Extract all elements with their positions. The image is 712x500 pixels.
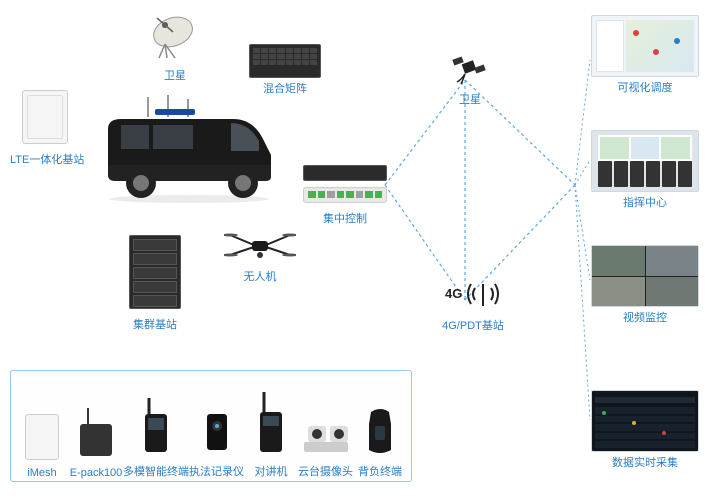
node-sat-link: 卫星 (445, 50, 495, 107)
label-command: 指挥中心 (590, 194, 700, 210)
label-cluster: 集群基站 (120, 316, 190, 332)
node-drone: 无人机 (220, 225, 300, 284)
device-backpack: 背负终端 (353, 406, 407, 479)
node-control: 集中控制 (300, 165, 390, 226)
label-satellite: 卫星 (140, 67, 210, 83)
panel-dispatch: 可视化调度 (590, 15, 700, 95)
device-bodycam: 执法记录仪 (189, 406, 244, 479)
label-lte: LTE一体化基站 (10, 151, 80, 167)
panel-video: 视频监控 (590, 245, 700, 325)
device-epack: E-pack100 (69, 406, 123, 479)
device-walkie: 对讲机 (244, 392, 298, 479)
fourg-badge: 4G (445, 286, 462, 301)
node-satellite: 卫星 (140, 10, 210, 83)
node-van (90, 95, 280, 208)
device-ptz: 云台摄像头 (298, 414, 353, 479)
label-control: 集中控制 (300, 210, 390, 226)
panel-command: 指挥中心 (590, 130, 700, 210)
panel-data: 数据实时采集 (590, 390, 700, 470)
device-imesh: iMesh (15, 414, 69, 479)
node-fourg: 4G 4G/PDT基站 (438, 276, 508, 333)
label-video: 视频监控 (590, 309, 700, 325)
label-fourg: 4G/PDT基站 (438, 317, 508, 333)
label-data: 数据实时采集 (590, 454, 700, 470)
node-lte: LTE一体化基站 (10, 90, 80, 167)
label-sat-link: 卫星 (445, 91, 495, 107)
device-strip: iMesh E-pack100 多模智能终端 执法记录仪 对讲机 云台摄像头 背… (10, 370, 412, 482)
label-dispatch: 可视化调度 (590, 79, 700, 95)
node-cluster: 集群基站 (120, 235, 190, 332)
device-multimode: 多模智能终端 (123, 396, 189, 479)
label-mixer: 混合矩阵 (245, 80, 325, 96)
node-mixer: 混合矩阵 (245, 40, 325, 96)
label-drone: 无人机 (220, 268, 300, 284)
